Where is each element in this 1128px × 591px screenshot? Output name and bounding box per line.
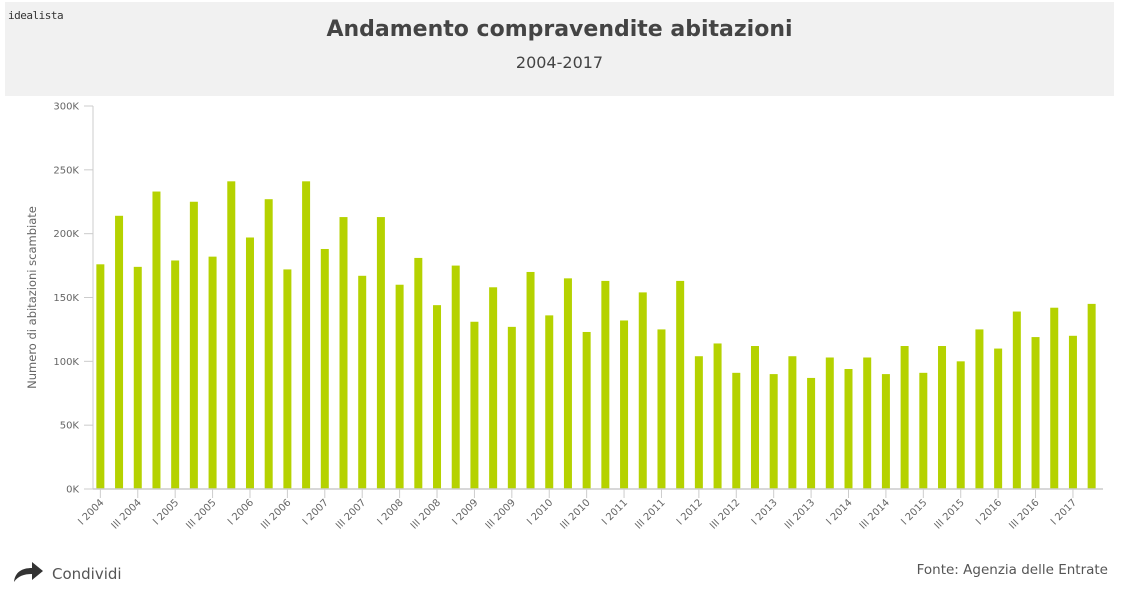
x-tick-label: I 2005 [151, 497, 181, 527]
bar-iii-2005[interactable] [208, 256, 217, 489]
bar-i-2005[interactable] [171, 260, 180, 489]
x-tick-label: III 2008 [409, 497, 443, 531]
bar-iii-2006[interactable] [283, 269, 292, 489]
bar-ii-2016[interactable] [1012, 311, 1021, 489]
x-tick-label: I 2006 [226, 497, 256, 527]
x-tick-label: III 2004 [110, 497, 144, 531]
bar-ii-2008[interactable] [414, 257, 423, 489]
x-tick-label: III 2005 [184, 497, 218, 531]
bar-iv-2014[interactable] [900, 346, 909, 489]
bar-ii-2004[interactable] [115, 215, 124, 489]
bar-iv-2015[interactable] [975, 329, 984, 489]
x-tick-label: I 2007 [301, 497, 331, 527]
bar-i-2007[interactable] [320, 248, 329, 489]
chart-header: idealista Andamento compravendite abitaz… [5, 2, 1114, 96]
bar-iv-2013[interactable] [825, 357, 834, 489]
bar-i-2008[interactable] [395, 284, 404, 489]
bar-iv-2012[interactable] [750, 346, 759, 489]
y-tick-label: 150K [53, 293, 79, 304]
x-tick-label: I 2008 [376, 497, 406, 527]
bar-chart: 0K 50K 100K 150K 200K 250K 300K Numero di abita… [25, 102, 1103, 532]
bar-i-2011[interactable] [620, 320, 629, 489]
bar-iii-2015[interactable] [956, 361, 965, 489]
chart-subtitle: 2004-2017 [515, 53, 604, 72]
bar-iv-2011[interactable] [676, 280, 685, 489]
chart-title: Andamento compravendite abitazioni [326, 17, 793, 42]
y-tick-label: 0K [66, 485, 79, 496]
brand-logo: idealista [8, 9, 64, 22]
y-axis-title: Numero di abitazioni scambiate [25, 206, 39, 389]
bar-ii-2009[interactable] [489, 287, 498, 489]
x-tick-label: I 2016 [974, 497, 1004, 527]
bar-iv-2008[interactable] [451, 265, 460, 489]
share-button[interactable]: Condividi [12, 561, 122, 587]
bar-i-2017[interactable] [1068, 335, 1077, 489]
x-tick-label: I 2017 [1049, 497, 1079, 527]
bar-iv-2009[interactable] [526, 271, 535, 489]
bar-iv-2006[interactable] [302, 181, 311, 489]
x-tick-label: III 2010 [558, 497, 592, 531]
x-tick-label: I 2009 [450, 497, 480, 527]
bar-i-2013[interactable] [769, 374, 778, 489]
bar-iv-2005[interactable] [227, 181, 236, 489]
bar-ii-2007[interactable] [339, 217, 348, 489]
bar-iv-2010[interactable] [601, 280, 610, 489]
bar-ii-2005[interactable] [189, 201, 198, 489]
x-tick-label: III 2007 [334, 497, 368, 531]
x-tick-label: I 2015 [899, 497, 929, 527]
y-tick-label: 200K [53, 229, 79, 240]
bar-ii-2014[interactable] [863, 357, 872, 489]
x-tick-label: III 2016 [1007, 497, 1041, 531]
bar-iii-2013[interactable] [807, 377, 816, 489]
x-tick-label: III 2013 [783, 497, 817, 531]
y-tick-label: 250K [53, 165, 79, 176]
x-tick-label: III 2015 [933, 497, 967, 531]
source-note: Fonte: Agenzia delle Entrate [916, 562, 1108, 578]
x-tick-label: I 2010 [525, 497, 555, 527]
bar-ii-2006[interactable] [264, 199, 273, 490]
bar-iii-2011[interactable] [657, 329, 666, 489]
bar-ii-2011[interactable] [638, 292, 647, 489]
bar-iii-2014[interactable] [881, 374, 890, 489]
x-tick-label: I 2012 [675, 497, 705, 527]
bar-iii-2016[interactable] [1031, 337, 1040, 489]
x-tick-label: I 2013 [750, 497, 780, 527]
bar-ii-2013[interactable] [788, 356, 797, 489]
x-tick-label: I 2014 [825, 497, 855, 527]
bar-iv-2007[interactable] [376, 217, 385, 489]
bar-ii-2010[interactable] [563, 278, 572, 489]
bar-i-2015[interactable] [919, 372, 928, 489]
share-arrow-icon [12, 561, 44, 587]
bar-i-2004[interactable] [96, 264, 105, 489]
bar-ii-2017[interactable] [1087, 303, 1096, 489]
bar-i-2016[interactable] [994, 348, 1003, 489]
bar-i-2006[interactable] [245, 237, 254, 489]
bar-iii-2010[interactable] [582, 331, 591, 489]
y-tick-label: 50K [60, 421, 80, 432]
bar-i-2012[interactable] [694, 356, 703, 489]
bar-iii-2012[interactable] [732, 372, 741, 489]
y-tick-label: 300K [53, 102, 79, 113]
bar-iii-2004[interactable] [133, 266, 142, 489]
bar-ii-2015[interactable] [938, 346, 947, 489]
bar-iii-2009[interactable] [507, 326, 516, 489]
bar-iii-2008[interactable] [433, 305, 442, 489]
x-tick-label: III 2006 [259, 497, 293, 531]
x-tick-label: I 2004 [76, 497, 106, 527]
bar-i-2009[interactable] [470, 321, 479, 489]
x-tick-label: I 2011 [600, 497, 630, 527]
bar-iv-2016[interactable] [1050, 307, 1059, 489]
bar-i-2014[interactable] [844, 368, 853, 489]
bar-i-2010[interactable] [545, 315, 554, 489]
x-tick-label: III 2011 [633, 497, 667, 531]
share-label: Condividi [52, 565, 122, 583]
bar-iv-2004[interactable] [152, 191, 161, 489]
bar-ii-2012[interactable] [713, 343, 722, 489]
y-tick-label: 100K [53, 357, 79, 368]
x-tick-label: III 2014 [858, 497, 892, 531]
x-tick-label: III 2009 [484, 497, 518, 531]
x-tick-label: III 2012 [708, 497, 742, 531]
bar-iii-2007[interactable] [358, 275, 367, 489]
